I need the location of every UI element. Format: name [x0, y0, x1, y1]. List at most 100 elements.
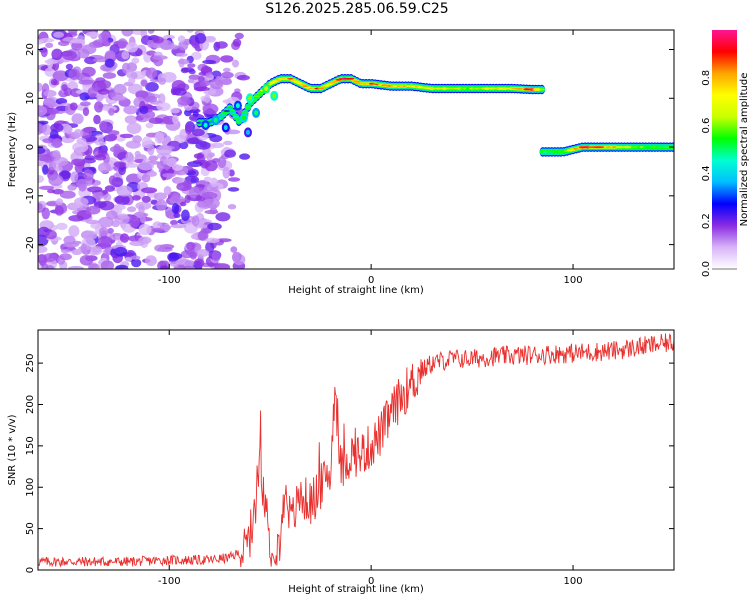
noise-speck [215, 212, 231, 222]
noise-speck [138, 161, 155, 171]
noise-speck [98, 162, 112, 174]
x-tick-label: -100 [158, 275, 181, 286]
noise-speck [172, 192, 180, 202]
noise-speck [61, 50, 77, 61]
ridge-mark [320, 86, 327, 88]
ridge-mark [323, 84, 330, 87]
noise-speck [227, 204, 237, 210]
y-tick-label: 250 [25, 354, 36, 373]
noise-speck [172, 164, 184, 171]
noise-speck [171, 203, 180, 214]
noise-speck [211, 251, 221, 262]
noise-speck [230, 246, 238, 253]
noise-speck [207, 222, 222, 231]
noise-speck [193, 153, 205, 159]
noise-speck [38, 105, 48, 117]
noise-speck [93, 114, 101, 125]
noise-speck [139, 105, 149, 115]
noise-speck [239, 153, 251, 160]
noise-speck [147, 39, 155, 48]
x-tick-label: 0 [368, 576, 374, 587]
ridge-mark [353, 80, 361, 83]
noise-speck [170, 219, 178, 226]
noise-speck [187, 78, 194, 84]
spectrogram-frame [37, 29, 675, 270]
noise-speck [222, 99, 231, 104]
ridge-mark [256, 92, 264, 95]
noise-speck [205, 72, 212, 78]
noise-speck [152, 227, 163, 233]
noise-speck [112, 95, 127, 101]
noise-speck [56, 222, 68, 230]
noise-speck [234, 32, 244, 40]
y-tick-label: 0 [25, 144, 36, 150]
noise-speck [125, 42, 139, 53]
noise-speck [203, 176, 212, 182]
noise-speck [172, 87, 187, 96]
figure-title: S126.2025.285.06.59.C25 [265, 1, 449, 17]
noise-speck [94, 101, 104, 113]
noise-speck [53, 156, 69, 167]
noise-speck [126, 122, 142, 134]
noise-speck [209, 134, 223, 143]
x-tick-label: 100 [564, 576, 583, 587]
noise-speck [80, 243, 88, 255]
noise-speck [145, 122, 154, 129]
noise-speck [52, 150, 61, 158]
noise-speck [181, 209, 190, 222]
noise-speck [163, 158, 176, 166]
noise-speck [106, 210, 118, 220]
noise-speck [108, 133, 118, 141]
noise-speck [140, 79, 148, 87]
noise-speck [79, 254, 94, 266]
noise-speck [183, 179, 192, 188]
onset-blob-core [213, 117, 218, 123]
noise-speck [156, 102, 171, 112]
noise-speck [145, 255, 157, 267]
noise-speck [124, 163, 139, 168]
noise-speck [227, 187, 240, 192]
noise-speck [199, 80, 211, 87]
y-axis-label: SNR (10 * v/v) [7, 414, 18, 485]
noise-speck [232, 38, 242, 47]
onset-blob-core [245, 129, 250, 135]
onset-blob-core [241, 115, 246, 121]
noise-speck [50, 123, 64, 133]
noise-speck [38, 254, 47, 264]
noise-speck [71, 113, 84, 125]
noise-speck [54, 72, 66, 80]
noise-speck [184, 194, 191, 204]
noise-speck [180, 201, 187, 207]
noise-speck [38, 39, 45, 45]
noise-speck [138, 223, 152, 236]
noise-speck [125, 140, 141, 149]
ridge-mark [217, 115, 224, 118]
noise-speck [141, 195, 151, 203]
noise-speck [121, 30, 134, 37]
noise-speck [152, 36, 164, 44]
noise-speck [81, 66, 96, 77]
noise-speck [184, 260, 196, 267]
noise-speck [41, 207, 50, 220]
noise-speck [190, 51, 202, 60]
noise-speck [119, 233, 130, 243]
ridge-mark [290, 79, 297, 82]
noise-speck [72, 141, 89, 153]
noise-speck [201, 191, 218, 200]
noise-speck [170, 107, 181, 114]
onset-blob-core [272, 93, 277, 99]
noise-speck [211, 142, 225, 148]
ridge-mark [332, 80, 339, 83]
ridge-mark [229, 111, 236, 114]
onset-blob-core [248, 95, 252, 101]
noise-speck [73, 129, 84, 138]
noise-speck [115, 264, 129, 269]
noise-speck [144, 95, 158, 103]
noise-speck [147, 30, 155, 34]
noise-speck [180, 67, 189, 74]
noise-speck [192, 128, 205, 137]
noise-speck [210, 177, 218, 188]
noise-speck [194, 249, 210, 258]
noise-speck [187, 63, 196, 68]
